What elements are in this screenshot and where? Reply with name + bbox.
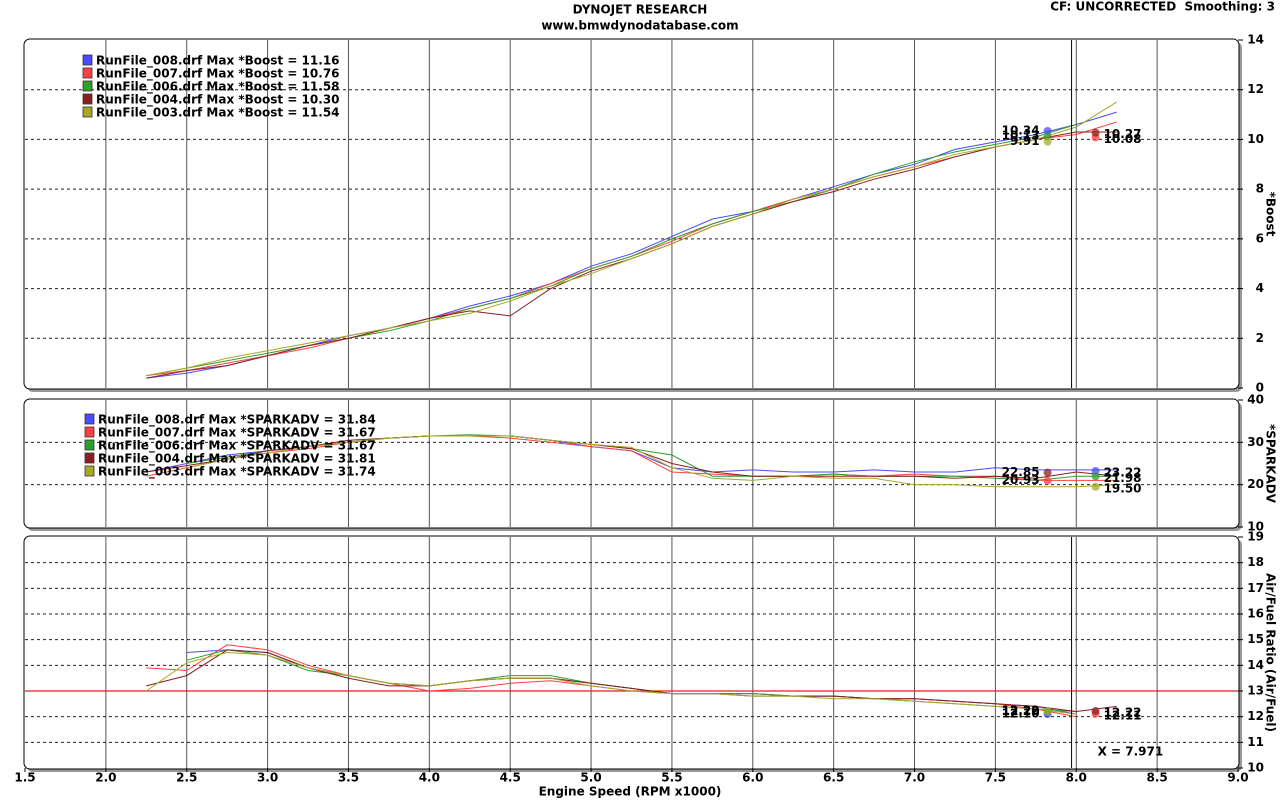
legend-label: RunFile_006.drf Max *SPARKADV = 31.67: [98, 439, 376, 454]
y-tick-label: 0: [1256, 381, 1264, 395]
y-axis-title: *Boost: [1264, 192, 1278, 237]
y-tick-label: 10: [1247, 761, 1264, 775]
y-tick-label: 8: [1256, 182, 1264, 196]
x-tick-label: 1.5: [14, 771, 35, 785]
y-tick-label: 15: [1247, 632, 1264, 646]
x-tick-label: 2.5: [176, 771, 197, 785]
legend-swatch: [84, 452, 95, 464]
y-tick-label: 6: [1256, 231, 1264, 245]
y-tick-label: 40: [1247, 393, 1264, 407]
legend-swatch: [82, 80, 93, 92]
y-tick-label: 11: [1247, 735, 1264, 749]
legend-swatch: [84, 465, 95, 477]
x-axis-title: Engine Speed (RPM x1000): [539, 785, 722, 799]
cursor-marker: [1043, 476, 1052, 485]
cursor-value-label: 12.22: [1002, 704, 1040, 718]
legend-label: RunFile_004.drf Max *SPARKADV = 31.81: [98, 452, 376, 467]
cursor-value-label: 10.27: [1104, 127, 1142, 141]
y-tick-label: 17: [1247, 581, 1264, 595]
cursor-value-label: 12.11: [1104, 708, 1142, 722]
y-tick-label: 16: [1247, 607, 1264, 621]
legend-swatch: [82, 93, 93, 105]
cursor-marker: [1043, 132, 1052, 141]
chart-subtitle: www.bmwdynodatabase.com: [541, 19, 738, 33]
x-tick-label: 3.5: [338, 771, 359, 785]
cursor-marker: [1091, 482, 1100, 491]
y-tick-label: 10: [1247, 520, 1264, 534]
cursor-value-label: 10.08: [1104, 132, 1142, 146]
y-tick-label: 13: [1247, 684, 1264, 698]
cursor-value-label: 12.20: [1002, 704, 1040, 718]
series-line: [146, 651, 1077, 715]
legend-swatch: [84, 426, 95, 438]
x-tick-label: 5.0: [580, 771, 601, 785]
legend-label: RunFile_003.drf Max *Boost = 11.54: [96, 106, 340, 121]
x-tick-label: 6.5: [823, 771, 844, 785]
legend-swatch: [82, 54, 93, 66]
cursor-value-label: 10.34: [1002, 123, 1040, 137]
cursor-label: X = 7.971: [1098, 745, 1164, 759]
x-tick-label: 5.5: [661, 771, 682, 785]
legend-label: RunFile_008.drf Max *SPARKADV = 31.84: [98, 413, 376, 428]
cursor-value-label: 22.85: [1002, 465, 1040, 479]
x-tick-label: 4.0: [419, 771, 440, 785]
y-axis-title: *SPARKADV: [1264, 424, 1278, 504]
cursor-marker: [1043, 707, 1052, 716]
y-tick-label: 12: [1247, 82, 1264, 96]
cursor-value-label: 23.22: [1104, 466, 1142, 480]
cursor-marker: [1043, 468, 1052, 477]
legend-label: RunFile_003.drf Max *SPARKADV = 31.74: [98, 465, 376, 480]
x-tick-label: 9.0: [1227, 771, 1248, 785]
panel: [23, 398, 1240, 529]
cursor-value-label: 20.93: [1002, 473, 1040, 487]
panel: [23, 535, 1240, 770]
y-tick-label: 14: [1247, 658, 1264, 672]
legend-label: RunFile_007.drf Max *Boost = 10.76: [96, 67, 340, 82]
y-tick-label: 18: [1247, 555, 1264, 569]
legend-label: RunFile_004.drf Max *Boost = 10.30: [96, 93, 340, 108]
legend-swatch: [82, 67, 93, 79]
cursor-value-label: 10.13: [1002, 129, 1040, 143]
x-tick-label: 7.0: [904, 771, 925, 785]
legend-label: RunFile_008.drf Max *Boost = 11.16: [96, 54, 340, 69]
x-tick-label: 8.0: [1066, 771, 1087, 785]
legend-swatch: [82, 106, 93, 118]
y-tick-label: 30: [1247, 435, 1264, 449]
cursor-value-label: 12.22: [1104, 706, 1142, 720]
settings-label: CF: UNCORRECTED Smoothing: 3: [1050, 0, 1275, 14]
cursor-marker: [1043, 137, 1052, 146]
cursor-marker: [1091, 472, 1100, 481]
y-tick-label: 4: [1256, 281, 1264, 295]
cursor-marker: [1091, 128, 1100, 137]
cursor-value-label: 12.10: [1002, 707, 1040, 721]
series-line: [186, 435, 1117, 488]
cursor-value-label: 9.91: [1010, 134, 1040, 148]
y-tick-label: 19: [1247, 530, 1264, 544]
cursor-value-label: 19.50: [1104, 481, 1142, 495]
y-tick-label: 12: [1247, 709, 1264, 723]
x-tick-label: 8.5: [1147, 771, 1168, 785]
legend-swatch: [84, 413, 95, 425]
x-tick-label: 3.0: [257, 771, 278, 785]
x-tick-label: 6.0: [742, 771, 763, 785]
legend-label: RunFile_006.drf Max *Boost = 11.58: [96, 80, 340, 95]
legend-label: RunFile_007.drf Max *SPARKADV = 31.67: [98, 426, 376, 441]
cursor-marker: [1091, 707, 1100, 716]
series-line: [146, 101, 1117, 377]
y-tick-label: 10: [1247, 132, 1264, 146]
y-axis-title: Air/Fuel Ratio (Air/Fuel): [1264, 573, 1278, 732]
x-tick-label: 2.0: [95, 771, 116, 785]
panel: [23, 38, 1240, 390]
y-tick-label: 20: [1247, 477, 1264, 491]
y-tick-label: 14: [1247, 33, 1264, 47]
cursor-value-label: 21.98: [1104, 471, 1142, 485]
chart-title: DYNOJET RESEARCH: [573, 3, 708, 17]
y-tick-label: 2: [1256, 331, 1264, 345]
legend-swatch: [84, 439, 95, 451]
x-tick-label: 7.5: [985, 771, 1006, 785]
x-tick-label: 4.5: [500, 771, 521, 785]
